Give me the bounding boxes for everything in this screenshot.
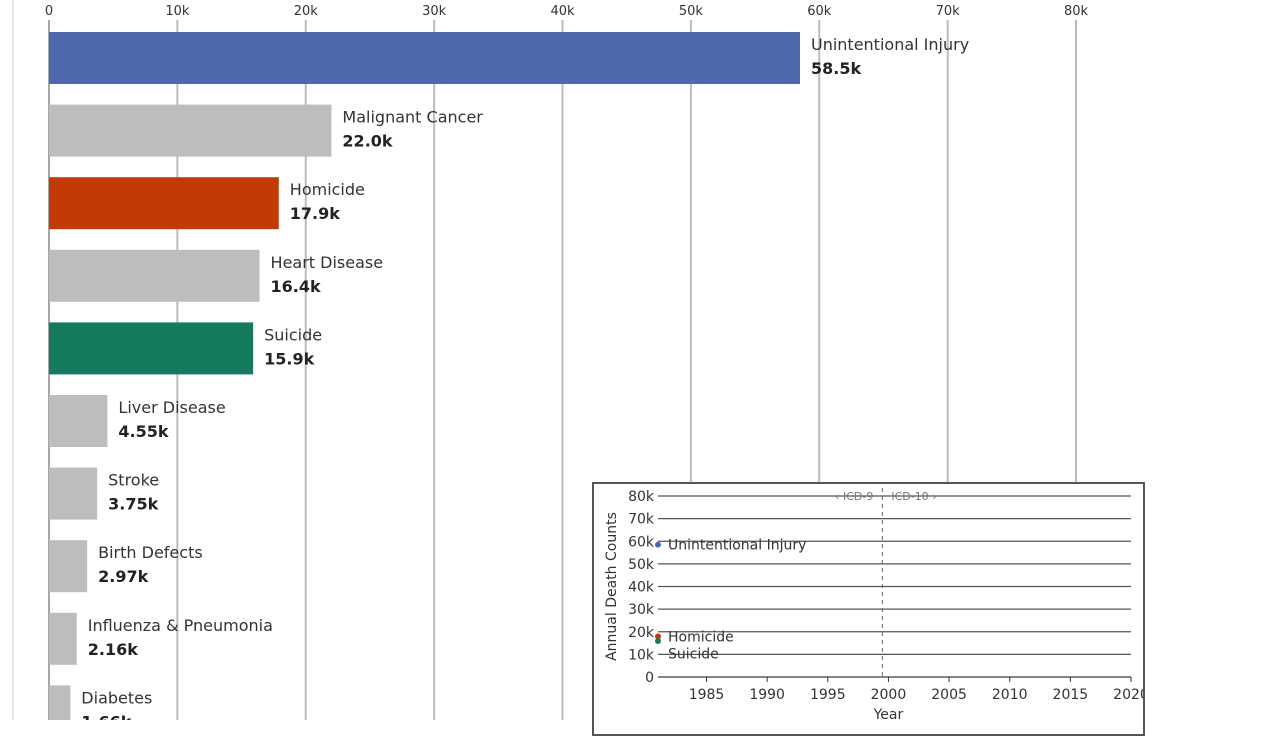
bar-value-label: 22.0k [342,132,392,151]
bar-category-label: Influenza & Pneumonia [88,616,273,635]
x-tick-label: 10k [165,4,190,19]
series-label: Homicide [668,630,734,646]
bar-value-label: 1.66k [81,712,131,720]
bar-chart: 0 10k 20k 30k 40k 50k 60k 70k 80k Unintentional I… [12,0,1089,720]
y-tick-label: 0 [645,670,654,686]
bar [49,322,254,375]
x-tick-label: 1995 [810,687,846,703]
bar-category-label: Stroke [108,471,159,490]
series-point [655,638,661,645]
bar-value-label: 58.5k [811,59,861,78]
trend-inset: 0 10k 20k 30k 40k 50k 60k 70k 80k 1985 1990 1995 200… [592,482,1149,736]
bar-category-label: Liver Disease [118,398,225,417]
y-tick-label: 60k [628,534,655,550]
y-tick-label: 80k [628,489,655,505]
series-label: Suicide [668,647,719,663]
series-label: Unintentional Injury [668,538,806,554]
x-tick-label: 2015 [1053,687,1089,703]
bar-value-label: 15.9k [264,349,314,368]
x-tick-label: 20k [294,4,319,19]
bar [49,32,800,84]
series-point [655,541,661,548]
x-tick-label: 30k [422,4,447,19]
y-tick-label: 70k [628,512,655,528]
x-tick-label: 2000 [871,687,907,703]
bar-value-label: 4.55k [118,422,168,441]
icd9-label: ‹ ICD-9 [835,490,873,503]
x-tick-label: 60k [807,4,832,19]
bar-value-label: 2.97k [98,567,148,586]
x-tick-label: 1990 [749,687,785,703]
y-tick-label: 50k [628,557,655,573]
bar [49,395,108,447]
bar [49,104,332,157]
series-point [655,633,661,640]
bar-category-label: Unintentional Injury [811,35,969,54]
y-tick-label: 10k [628,647,655,663]
bar-category-label: Birth Defects [98,543,203,562]
bar-category-label: Malignant Cancer [342,108,483,127]
x-tick-label: 0 [45,4,53,19]
bar [49,467,98,520]
bar [49,177,279,230]
x-tick-label: 50k [679,4,704,19]
bar [49,612,77,665]
x-tick-label: 2020 [1113,687,1143,703]
bar-value-label: 17.9k [290,204,340,223]
bar-category-label: Homicide [290,180,365,199]
x-tick-label: 40k [550,4,575,19]
bar-category-label: Diabetes [81,688,152,707]
bar [49,249,260,302]
y-tick-label: 30k [628,602,655,618]
x-tick-label: 70k [936,4,961,19]
bar-value-label: 3.75k [108,495,158,514]
x-axis-title: Year [873,707,904,723]
y-tick-label: 40k [628,580,655,596]
x-tick-label: 80k [1064,4,1089,19]
bar-category-label: Heart Disease [271,253,384,272]
x-tick-label: 2005 [931,687,967,703]
icd10-label: ICD-10 › [891,490,936,503]
bar [49,540,88,593]
y-tick-label: 20k [628,625,655,641]
bar-value-label: 16.4k [271,277,321,296]
bar-category-label: Suicide [264,325,322,344]
x-tick-label: 1985 [689,687,725,703]
y-axis-title: Annual Death Counts [604,512,620,661]
trend-chart: 0 10k 20k 30k 40k 50k 60k 70k 80k 1985 1990 1995 200… [604,488,1149,723]
bar-value-label: 2.16k [88,640,138,659]
x-tick-label: 2010 [992,687,1028,703]
bar [49,685,71,720]
